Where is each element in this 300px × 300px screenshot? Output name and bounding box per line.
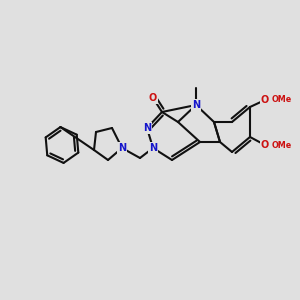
Text: N: N	[192, 100, 200, 110]
Text: O: O	[149, 93, 157, 103]
Text: O: O	[261, 140, 269, 150]
Text: N: N	[149, 143, 157, 153]
Text: OMe: OMe	[272, 95, 292, 104]
Text: N: N	[118, 143, 126, 153]
Text: O: O	[261, 95, 269, 105]
Text: OMe: OMe	[272, 140, 292, 149]
Text: N: N	[143, 123, 151, 133]
